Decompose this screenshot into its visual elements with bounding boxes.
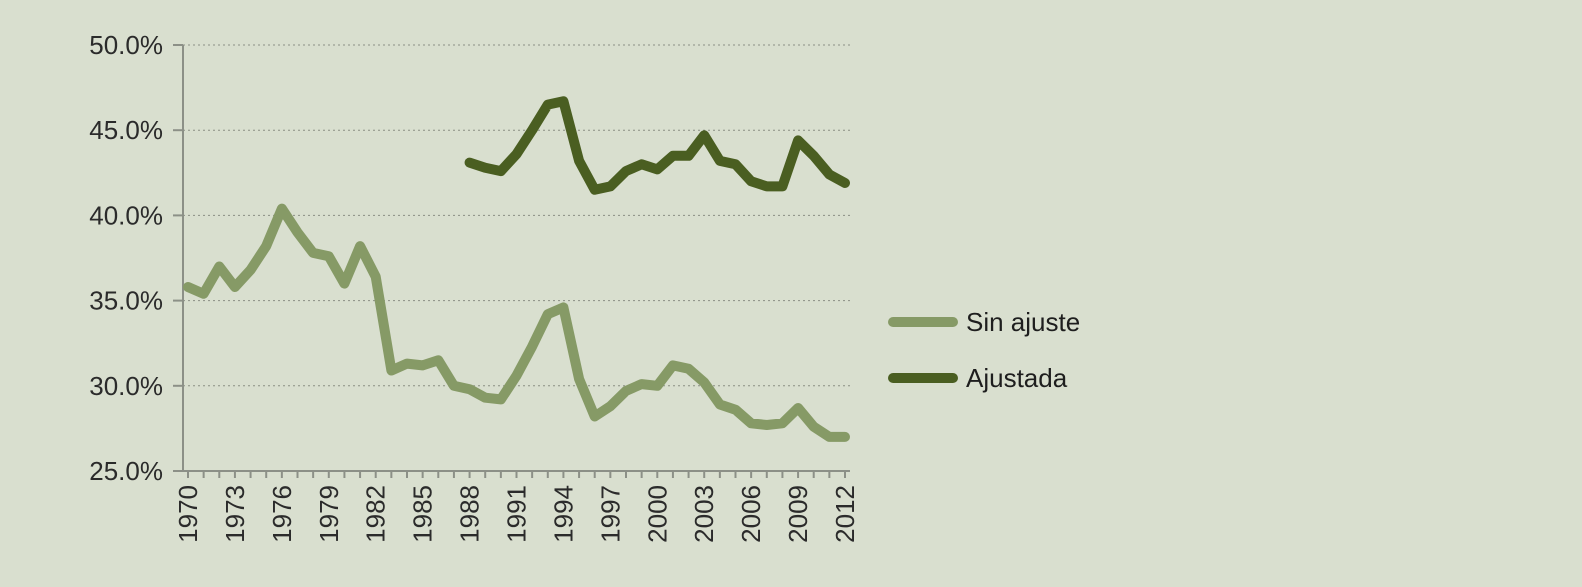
x-tick-label: 1973 <box>220 485 250 543</box>
x-tick-label: 2000 <box>642 485 672 543</box>
x-tick-label: 1985 <box>408 485 438 543</box>
y-tick-label: 30.0% <box>89 371 163 401</box>
y-tick-label: 50.0% <box>89 30 163 60</box>
x-tick-label: 1997 <box>595 485 625 543</box>
x-tick-label: 1970 <box>173 485 203 543</box>
x-tick-label: 2003 <box>689 485 719 543</box>
x-tick-label: 1982 <box>361 485 391 543</box>
y-tick-label: 40.0% <box>89 200 163 230</box>
series-line-ajustada <box>464 96 850 195</box>
x-tick-label: 1994 <box>548 485 578 543</box>
x-tick-label: 1979 <box>314 485 344 543</box>
legend: Sin ajuste Ajustada <box>888 307 1080 393</box>
grid-lines <box>183 44 850 387</box>
series-line-sin-ajuste <box>183 203 850 442</box>
x-tick-label: 2012 <box>830 485 860 543</box>
x-tick-label: 2006 <box>736 485 766 543</box>
legend-label: Ajustada <box>966 363 1068 393</box>
x-tick-label: 1988 <box>455 485 485 543</box>
y-tick-label: 25.0% <box>89 456 163 486</box>
y-tick-label: 45.0% <box>89 115 163 145</box>
legend-label: Sin ajuste <box>966 307 1080 337</box>
axes <box>173 44 850 478</box>
x-axis-tick-labels: 1970 1973 1976 1979 1982 1985 1988 1991 1994 1997… <box>173 485 860 543</box>
y-tick-label: 35.0% <box>89 286 163 316</box>
x-tick-label: 1991 <box>502 485 532 543</box>
y-axis-tick-labels: 25.0% 30.0% 35.0% 40.0% 45.0% 50.0% <box>89 30 163 486</box>
x-tick-label: 1976 <box>267 485 297 543</box>
series-lines <box>183 96 850 442</box>
x-tick-label: 2009 <box>783 485 813 543</box>
